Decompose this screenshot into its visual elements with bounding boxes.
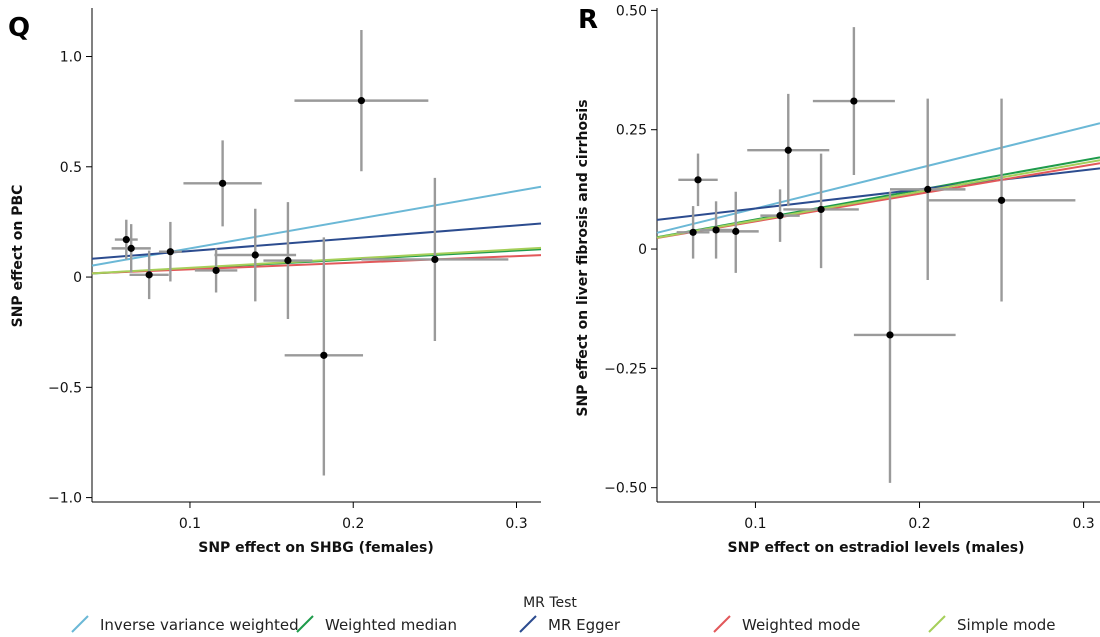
panel-r-y-tick-label: 0.25 xyxy=(616,123,647,139)
panel-r-y-axis-title: SNP effect on liver fibrosis and cirrhos… xyxy=(575,99,591,416)
legend-label: Simple mode xyxy=(957,616,1056,634)
legend-item: Weighted median xyxy=(296,615,457,634)
panel-q-ticks: −1.0 −0.5 0 0.5 1.0 0.1 0.2 0.3 xyxy=(48,50,528,532)
panel-r-y-tick-label: 0 xyxy=(638,242,647,258)
panel-q-label: Q xyxy=(8,13,30,43)
panel-q-data-point xyxy=(145,271,153,279)
panel-r-data-point xyxy=(694,176,702,184)
legend-label: Weighted median xyxy=(325,616,457,634)
panel-q-data-point xyxy=(212,266,220,275)
panel-r-x-tick-label: 0.1 xyxy=(744,516,766,532)
legend: MR Test Inverse variance weighted Weighte… xyxy=(71,595,1056,634)
legend-swatch xyxy=(928,615,946,633)
panel-r-data-point xyxy=(997,196,1006,204)
panel-q-y-tick-label: −0.5 xyxy=(48,380,82,396)
legend-swatch xyxy=(71,615,89,633)
panel-r-data-point xyxy=(886,331,894,339)
panel-r-data-point xyxy=(732,227,740,235)
panel-q-data-point xyxy=(431,255,439,264)
panel-q-data-point xyxy=(127,244,135,252)
panel-q-x-tick-label: 0.1 xyxy=(179,516,201,532)
panel-r-y-tick-label: −0.50 xyxy=(604,481,647,497)
panel-q-y-tick-label: −1.0 xyxy=(48,491,82,507)
panel-r-error-bars xyxy=(676,27,1076,483)
panel-r-data-point xyxy=(689,228,697,236)
panel-q-y-tick-label: 1.0 xyxy=(60,50,82,66)
legend-swatch xyxy=(713,615,731,633)
panel-q: Q −1.0 −0.5 0 0.5 1.0 0.1 0.2 0.3 SNP effect on… xyxy=(8,8,542,556)
panel-q-x-tick-label: 0.2 xyxy=(342,516,364,532)
panel-q-y-tick-label: 0.5 xyxy=(60,160,82,176)
panel-q-y-tick-label: 0 xyxy=(73,270,82,286)
panel-r-line-mr-egger xyxy=(656,167,1100,221)
panel-r-line-simple-mode xyxy=(656,159,1100,239)
panel-r-data-point xyxy=(924,185,932,193)
panel-r-data-point xyxy=(850,97,858,105)
panel-r: R −0.50 −0.25 0 0.25 0.50 0.1 0.2 0.3 SNP effec… xyxy=(575,3,1100,556)
panel-r-x-tick-label: 0.2 xyxy=(908,516,930,532)
panel-q-data-point xyxy=(284,256,292,265)
panel-q-x-axis-title: SNP effect on SHBG (females) xyxy=(198,540,433,556)
panel-q-data-point xyxy=(357,97,365,105)
panel-q-data-point xyxy=(251,251,259,259)
legend-label: Inverse variance weighted xyxy=(100,616,299,634)
legend-items: Inverse variance weighted Weighted median… xyxy=(71,615,1056,634)
panel-q-data-point xyxy=(166,248,174,256)
panel-r-y-tick-label: 0.50 xyxy=(616,3,647,19)
panel-r-data-point xyxy=(712,226,720,234)
panel-q-y-axis-title: SNP effect on PBC xyxy=(10,185,26,328)
panel-r-x-axis-title: SNP effect on estradiol levels (males) xyxy=(728,540,1025,556)
panel-r-points xyxy=(689,97,1006,339)
panel-q-points xyxy=(122,97,439,359)
panel-r-regression-lines xyxy=(656,122,1100,239)
legend-label: MR Egger xyxy=(548,616,621,634)
legend-swatch xyxy=(519,615,537,633)
panel-q-data-point xyxy=(122,235,130,244)
panel-q-data-point xyxy=(320,351,328,359)
panel-r-data-point xyxy=(776,212,784,220)
legend-label: Weighted mode xyxy=(742,616,860,634)
legend-item: MR Egger xyxy=(519,615,621,634)
panel-r-label: R xyxy=(578,5,598,35)
panel-q-line-simple-mode xyxy=(91,246,542,275)
legend-item: Weighted mode xyxy=(713,615,860,634)
panel-r-data-point xyxy=(784,146,792,154)
panel-r-y-tick-label: −0.25 xyxy=(604,361,647,377)
legend-item: Inverse variance weighted xyxy=(71,615,299,634)
panel-r-x-tick-label: 0.3 xyxy=(1072,516,1094,532)
panel-q-line-weighted-mode xyxy=(91,254,542,275)
legend-item: Simple mode xyxy=(928,615,1056,634)
panel-r-data-point xyxy=(817,205,825,214)
panel-q-data-point xyxy=(219,179,227,187)
legend-swatch xyxy=(296,615,314,633)
panel-r-line-inverse-variance-weighted xyxy=(656,122,1100,234)
panel-q-x-tick-label: 0.3 xyxy=(505,516,527,532)
panel-r-ticks: −0.50 −0.25 0 0.25 0.50 0.1 0.2 0.3 xyxy=(604,3,1095,532)
legend-title: MR Test xyxy=(523,595,577,611)
